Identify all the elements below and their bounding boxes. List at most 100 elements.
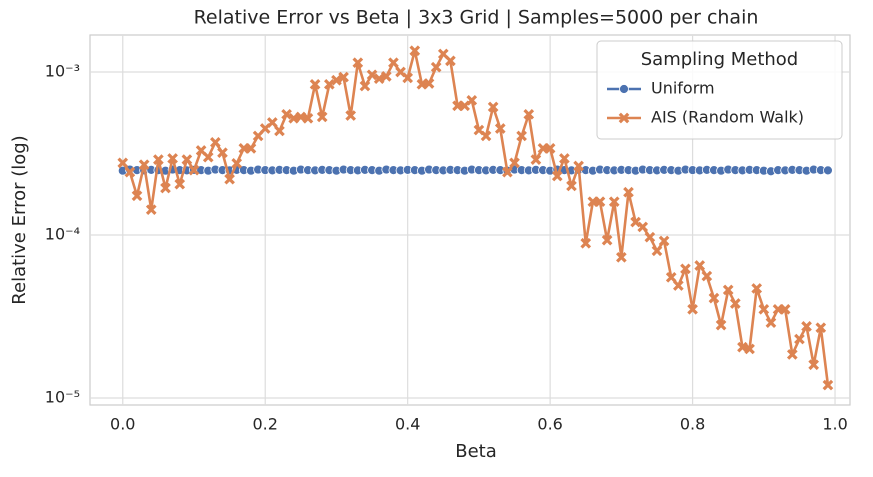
marker: [181, 154, 193, 165]
marker: [245, 143, 257, 154]
marker: [580, 237, 592, 249]
marker: [823, 165, 833, 176]
marker: [323, 78, 335, 90]
x-tick-label: 0.4: [395, 415, 420, 434]
marker: [331, 74, 342, 86]
marker: [224, 173, 235, 185]
legend-label: Uniform: [651, 79, 715, 98]
marker: [651, 245, 663, 257]
marker: [117, 157, 129, 169]
marker: [281, 108, 292, 120]
marker: [594, 196, 606, 208]
marker: [388, 57, 399, 69]
marker: [316, 111, 328, 123]
marker: [673, 280, 684, 291]
marker: [758, 303, 770, 315]
marker: [701, 270, 713, 282]
marker: [516, 130, 527, 142]
marker: [801, 321, 812, 332]
marker: [267, 117, 278, 128]
marker: [409, 45, 421, 57]
y-tick-label: 10⁻⁴: [45, 224, 80, 243]
marker: [715, 319, 727, 331]
marker: [366, 69, 378, 81]
marker: [680, 263, 691, 275]
x-tick-label: 0.6: [537, 415, 562, 434]
marker: [608, 196, 620, 208]
marker: [815, 322, 827, 334]
marker: [573, 160, 584, 172]
marker: [288, 112, 300, 124]
y-tick-label: 10⁻⁵: [45, 388, 80, 407]
legend-marker: [618, 112, 630, 124]
marker: [202, 151, 214, 163]
marker: [274, 125, 285, 137]
marker: [808, 359, 820, 371]
marker: [786, 349, 798, 360]
marker: [694, 260, 706, 271]
marker: [380, 71, 392, 82]
y-tick-label: 10⁻³: [45, 61, 80, 80]
marker: [722, 284, 734, 296]
marker: [174, 178, 186, 190]
marker: [601, 234, 613, 246]
marker: [302, 112, 314, 124]
marker: [530, 154, 542, 165]
x-axis-label: Beta: [455, 441, 497, 462]
marker: [217, 147, 228, 158]
marker: [559, 153, 570, 164]
marker: [487, 101, 499, 113]
marker: [430, 61, 442, 73]
x-tick-label: 1.0: [822, 415, 847, 434]
marker: [445, 55, 456, 67]
y-axis-label: Relative Error (log): [9, 135, 30, 304]
legend-marker: [619, 84, 629, 94]
marker: [210, 137, 221, 148]
marker: [423, 78, 435, 89]
marker: [544, 143, 556, 154]
marker: [402, 72, 414, 84]
marker: [295, 111, 307, 123]
x-tick-label: 0.8: [680, 415, 705, 434]
legend: Sampling Method Uniform AIS (Random Walk): [596, 40, 843, 140]
series-line: [121, 49, 830, 386]
marker: [616, 251, 627, 263]
marker: [523, 108, 535, 120]
legend-label: AIS (Random Walk): [651, 108, 804, 127]
marker: [644, 231, 656, 243]
marker: [145, 204, 157, 216]
marker: [138, 159, 150, 171]
legend-box: [596, 40, 843, 140]
marker: [231, 158, 243, 169]
marker: [779, 303, 791, 315]
marker: [658, 235, 670, 247]
marker: [124, 166, 136, 178]
marker: [566, 180, 577, 192]
marker: [744, 343, 755, 355]
marker: [623, 186, 634, 198]
marker: [252, 130, 264, 142]
marker: [551, 170, 563, 182]
marker: [359, 80, 371, 92]
marker: [665, 271, 677, 283]
marker: [437, 48, 449, 60]
chart-title: Relative Error vs Beta | 3x3 Grid | Samp…: [194, 7, 759, 29]
marker: [131, 190, 143, 202]
marker: [737, 341, 748, 353]
legend-title: Sampling Method: [641, 49, 798, 70]
marker: [153, 154, 164, 165]
marker: [373, 73, 385, 84]
marker: [687, 303, 698, 315]
marker: [502, 166, 513, 178]
x-tick-label: 0.2: [252, 415, 277, 434]
marker: [794, 333, 805, 345]
marker: [729, 298, 741, 309]
marker: [637, 221, 649, 233]
x-tick-label: 0.0: [110, 415, 135, 434]
marker: [345, 110, 357, 121]
marker: [480, 130, 492, 142]
marker: [309, 78, 321, 90]
marker: [494, 123, 506, 134]
marker: [188, 164, 200, 176]
